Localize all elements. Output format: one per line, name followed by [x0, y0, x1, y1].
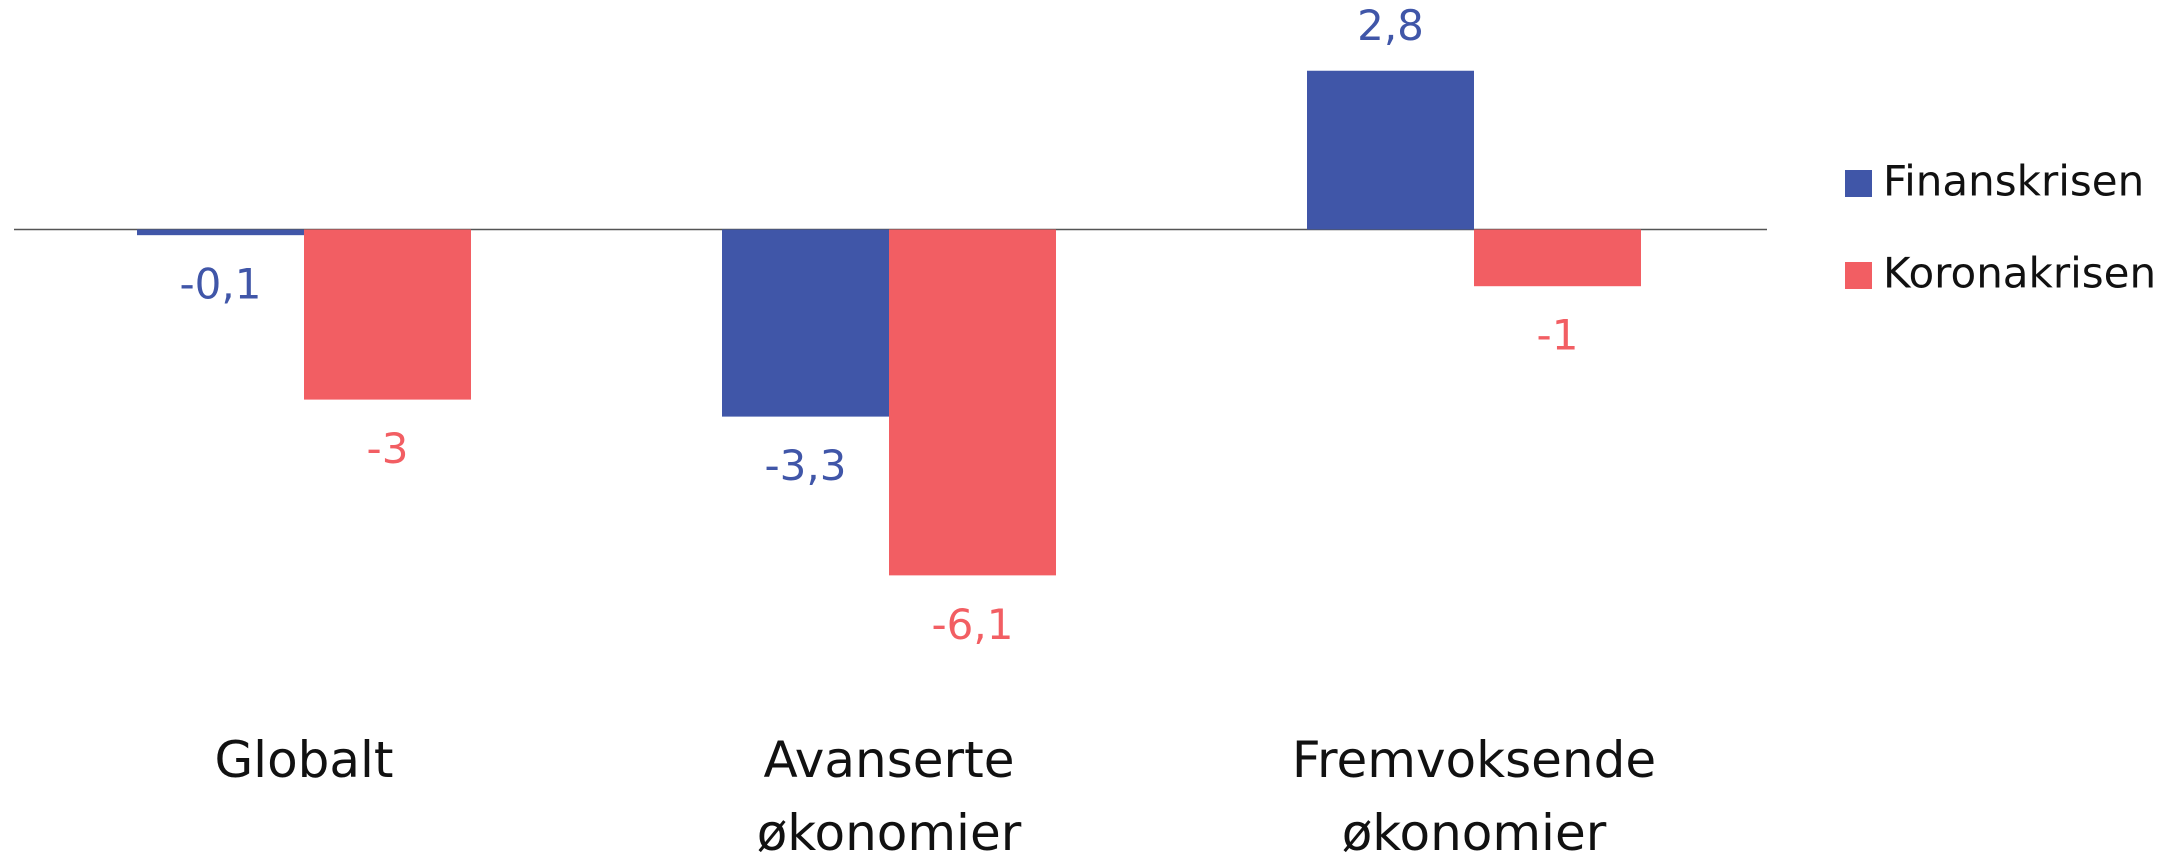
bar: [304, 229, 471, 400]
category-label: Avanserte økonomier: [757, 731, 1022, 860]
bar: [722, 229, 889, 417]
category-label: Globalt: [214, 731, 393, 789]
legend-swatch: [1845, 262, 1872, 289]
value-label: 2,8: [1357, 1, 1424, 50]
category-label: Fremvoksende økonomier: [1292, 731, 1656, 860]
value-label: -3,3: [765, 441, 847, 490]
bar: [889, 229, 1056, 576]
value-label: -0,1: [180, 260, 262, 309]
bar: [137, 229, 304, 236]
value-label: -6,1: [932, 600, 1014, 649]
legend-label: Koronakrisen: [1883, 249, 2156, 298]
bar: [1307, 70, 1474, 230]
value-label: -3: [367, 424, 409, 473]
legend-label: Finanskrisen: [1883, 157, 2144, 206]
value-label: -1: [1537, 311, 1579, 360]
legend-swatch: [1845, 170, 1872, 197]
bar: [1474, 229, 1641, 287]
